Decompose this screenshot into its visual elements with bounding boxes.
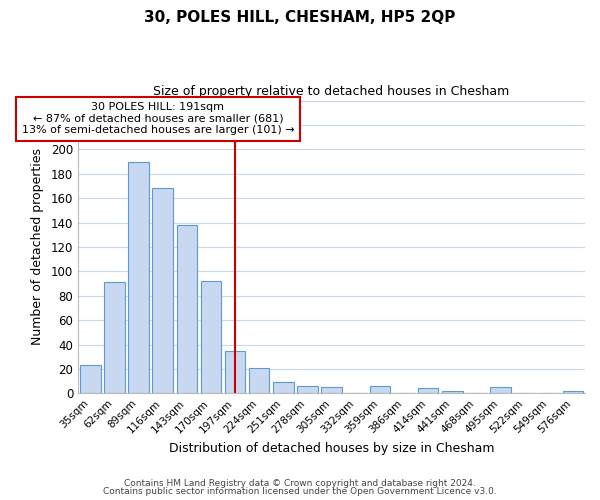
Bar — [201, 281, 221, 394]
Bar — [370, 386, 390, 394]
Bar — [418, 388, 439, 394]
Bar — [273, 382, 293, 394]
Bar — [225, 350, 245, 394]
Bar — [322, 387, 342, 394]
Text: Contains public sector information licensed under the Open Government Licence v3: Contains public sector information licen… — [103, 487, 497, 496]
Title: Size of property relative to detached houses in Chesham: Size of property relative to detached ho… — [154, 85, 510, 98]
Bar — [80, 366, 101, 394]
Bar — [563, 391, 583, 394]
Bar — [176, 225, 197, 394]
X-axis label: Distribution of detached houses by size in Chesham: Distribution of detached houses by size … — [169, 442, 494, 455]
Bar — [249, 368, 269, 394]
Text: 30 POLES HILL: 191sqm
← 87% of detached houses are smaller (681)
13% of semi-det: 30 POLES HILL: 191sqm ← 87% of detached … — [22, 102, 294, 136]
Bar — [442, 391, 463, 394]
Bar — [104, 282, 125, 394]
Y-axis label: Number of detached properties: Number of detached properties — [31, 148, 44, 346]
Text: 30, POLES HILL, CHESHAM, HP5 2QP: 30, POLES HILL, CHESHAM, HP5 2QP — [145, 10, 455, 25]
Bar — [152, 188, 173, 394]
Bar — [128, 162, 149, 394]
Text: Contains HM Land Registry data © Crown copyright and database right 2024.: Contains HM Land Registry data © Crown c… — [124, 478, 476, 488]
Bar — [490, 387, 511, 394]
Bar — [297, 386, 318, 394]
